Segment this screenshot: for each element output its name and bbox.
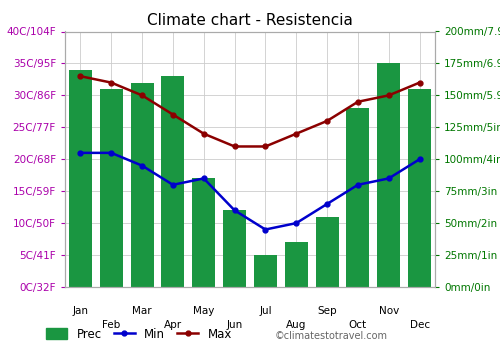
Text: Jun: Jun	[226, 320, 242, 330]
Text: Oct: Oct	[349, 320, 367, 330]
Bar	[100, 89, 123, 287]
Text: Jan: Jan	[72, 307, 88, 316]
Title: Climate chart - Resistencia: Climate chart - Resistencia	[147, 13, 353, 28]
Legend: Prec, Min, Max: Prec, Min, Max	[46, 328, 232, 341]
Text: Aug: Aug	[286, 320, 306, 330]
Text: May: May	[193, 307, 214, 316]
Bar	[130, 83, 154, 287]
Bar	[346, 108, 370, 287]
Bar	[316, 217, 338, 287]
Bar	[254, 255, 277, 287]
Bar	[408, 89, 431, 287]
Bar	[284, 242, 308, 287]
Text: Jul: Jul	[259, 307, 272, 316]
Text: Nov: Nov	[378, 307, 399, 316]
Text: ©climatestotravel.com: ©climatestotravel.com	[275, 331, 388, 341]
Text: Dec: Dec	[410, 320, 430, 330]
Bar	[69, 70, 92, 287]
Text: Mar: Mar	[132, 307, 152, 316]
Bar	[377, 63, 400, 287]
Text: Sep: Sep	[318, 307, 337, 316]
Bar	[162, 76, 184, 287]
Bar	[192, 178, 216, 287]
Text: Apr: Apr	[164, 320, 182, 330]
Text: Feb: Feb	[102, 320, 120, 330]
Bar	[223, 210, 246, 287]
